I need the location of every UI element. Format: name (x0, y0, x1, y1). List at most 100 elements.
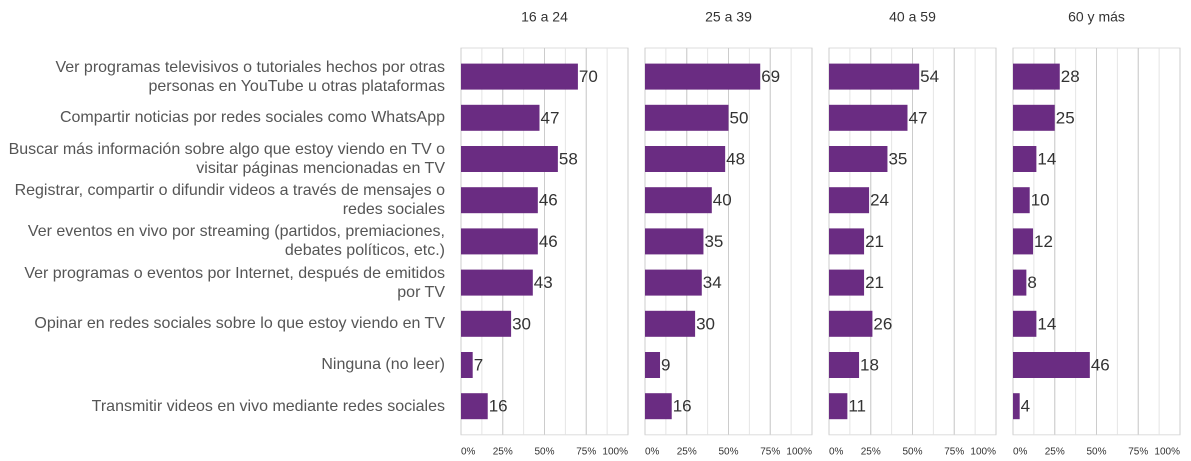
category-label: Ver programas o eventos por Internet, de… (24, 264, 445, 301)
value-label: 8 (1027, 273, 1036, 292)
x-tick-label: 0% (645, 447, 660, 458)
bar (461, 63, 578, 90)
value-label: 47 (908, 108, 927, 127)
value-label: 46 (1091, 355, 1110, 374)
bar (645, 104, 729, 131)
bar (461, 228, 538, 255)
x-tick-label: 0% (461, 447, 476, 458)
value-label: 54 (920, 67, 939, 86)
value-label: 70 (579, 67, 598, 86)
bar (645, 269, 702, 296)
panel-title: 40 a 59 (889, 9, 936, 25)
bar (461, 187, 538, 214)
value-label: 34 (703, 273, 722, 292)
x-tick-label: 25% (677, 447, 697, 458)
bar (645, 310, 696, 337)
bar (829, 393, 848, 420)
value-label: 48 (726, 149, 745, 168)
value-label: 26 (873, 314, 892, 333)
bar (645, 352, 661, 378)
x-tick-label: 25% (861, 447, 881, 458)
value-label: 14 (1037, 149, 1056, 168)
x-tick-label: 75% (760, 447, 780, 458)
category-label: Ver programas televisivos o tutoriales h… (55, 58, 445, 95)
value-label: 35 (704, 232, 723, 251)
value-label: 50 (730, 108, 749, 127)
bar (1013, 228, 1034, 255)
bar (829, 228, 865, 255)
x-tick-label: 100% (786, 447, 812, 458)
x-tick-label: 75% (944, 447, 964, 458)
value-label: 28 (1061, 67, 1080, 86)
value-label: 47 (540, 108, 559, 127)
value-label: 9 (661, 355, 670, 374)
bar (461, 146, 558, 172)
bar (1013, 393, 1020, 420)
bar (1013, 187, 1030, 214)
x-tick-label: 100% (1154, 447, 1180, 458)
value-label: 21 (865, 232, 884, 251)
bar (829, 104, 908, 131)
value-label: 58 (559, 149, 578, 168)
value-label: 43 (534, 273, 553, 292)
value-label: 69 (761, 67, 780, 86)
value-label: 40 (713, 191, 732, 210)
bar (461, 352, 473, 378)
value-label: 30 (696, 314, 715, 333)
bar (645, 228, 704, 255)
panel-title: 60 y más (1068, 9, 1125, 25)
value-label: 11 (848, 397, 866, 416)
bar (1013, 352, 1090, 378)
category-label: Registrar, compartir o difundir videos a… (14, 182, 445, 219)
bar (829, 63, 920, 90)
x-tick-label: 0% (1013, 447, 1028, 458)
bar (829, 352, 860, 378)
value-label: 46 (539, 191, 558, 210)
x-tick-label: 25% (1045, 447, 1065, 458)
panel-title: 25 a 39 (705, 9, 752, 25)
category-label: Ver eventos en vivo por streaming (parti… (27, 223, 445, 260)
value-label: 7 (474, 355, 483, 374)
category-label: Opinar en redes sociales sobre lo que es… (34, 315, 445, 333)
bar (645, 146, 726, 172)
value-label: 14 (1037, 314, 1056, 333)
category-label: Transmitir videos en vivo mediante redes… (91, 397, 445, 415)
x-tick-label: 50% (902, 447, 922, 458)
bar (829, 146, 888, 172)
category-label: Buscar más información sobre algo que es… (8, 140, 445, 177)
bar (461, 104, 540, 131)
bar (461, 310, 512, 337)
bar (1013, 310, 1037, 337)
value-label: 16 (673, 397, 692, 416)
bar (645, 393, 672, 420)
panel-title: 16 a 24 (521, 9, 568, 25)
bar (1013, 269, 1027, 296)
value-label: 10 (1031, 191, 1050, 210)
value-label: 35 (888, 149, 907, 168)
x-tick-label: 0% (829, 447, 844, 458)
bar (829, 269, 865, 296)
bar (829, 187, 870, 214)
x-tick-label: 50% (1086, 447, 1106, 458)
value-label: 24 (870, 191, 889, 210)
value-label: 16 (489, 397, 508, 416)
category-label: Ninguna (no leer) (321, 356, 445, 374)
bar (461, 393, 488, 420)
x-tick-label: 100% (970, 447, 996, 458)
bar (829, 310, 873, 337)
value-label: 4 (1021, 397, 1030, 416)
bar (1013, 104, 1055, 131)
value-label: 30 (512, 314, 531, 333)
x-tick-label: 75% (1128, 447, 1148, 458)
bar (645, 63, 761, 90)
x-tick-label: 50% (534, 447, 554, 458)
x-tick-label: 25% (493, 447, 513, 458)
category-label: Compartir noticias por redes sociales co… (59, 109, 445, 127)
bar (1013, 63, 1060, 90)
x-tick-label: 50% (718, 447, 738, 458)
value-label: 21 (865, 273, 884, 292)
value-label: 46 (539, 232, 558, 251)
value-label: 12 (1034, 232, 1053, 251)
